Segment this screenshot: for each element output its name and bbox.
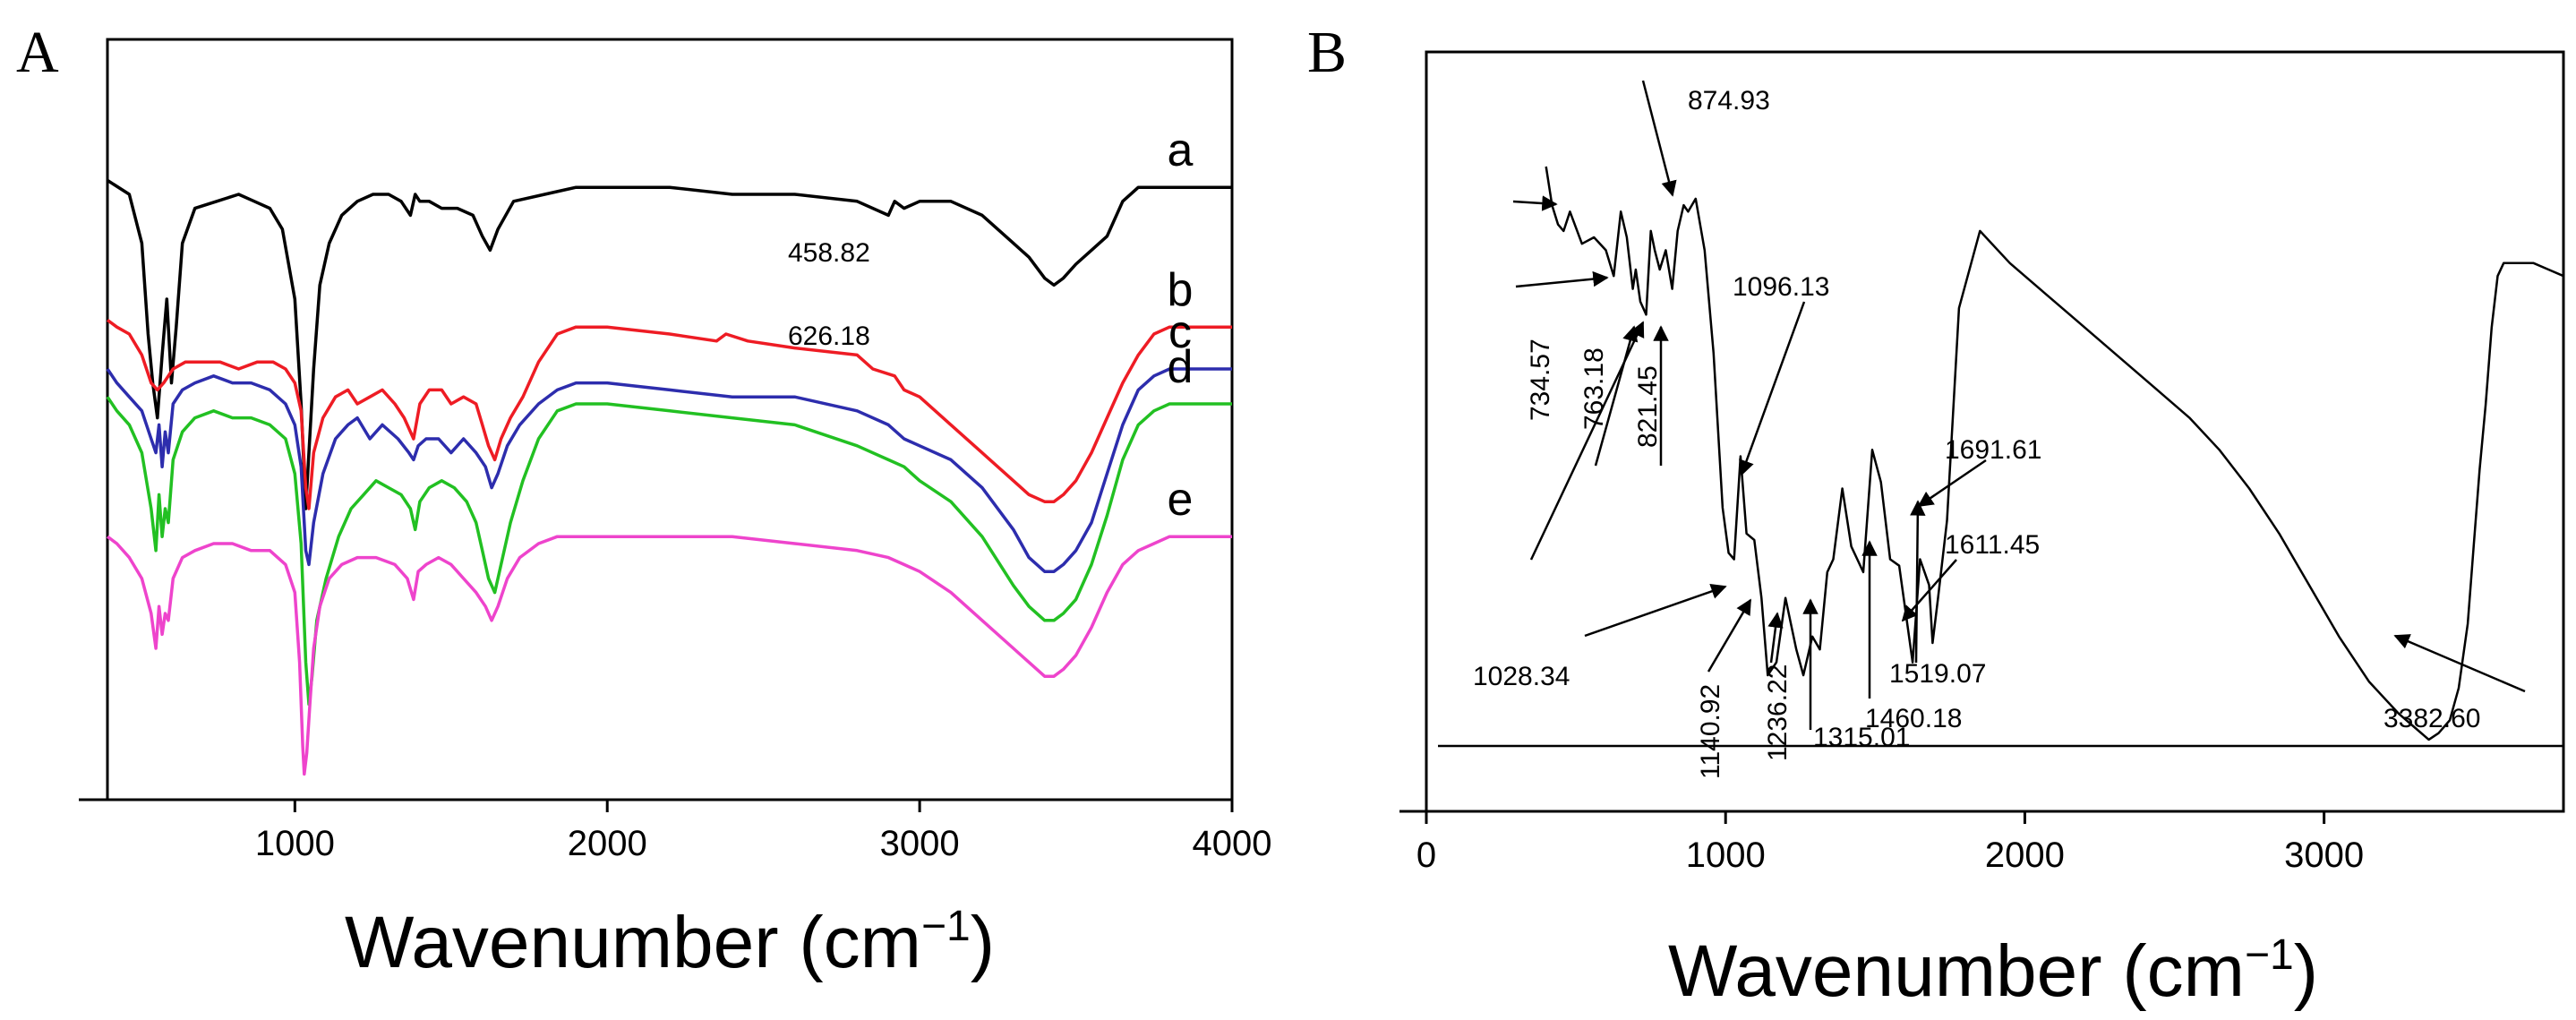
peak-label: 763.18 — [1579, 347, 1609, 430]
peak-arrow — [1584, 583, 1727, 638]
panel-b-xlabel-main: Wavenumber (cm — [1668, 930, 2245, 1012]
peak-label: 1460.18 — [1865, 704, 1962, 733]
panel-a-x-ticks: 1000 2000 3000 4000 — [255, 800, 1272, 863]
peak-arrow — [1707, 598, 1752, 673]
panel-b-x-ticks: 0 1000 2000 3000 — [1416, 811, 2364, 875]
peak-arrow — [1910, 500, 1926, 664]
panel-b-plot-frame — [1425, 50, 2565, 813]
peak-label: 1519.07 — [1889, 659, 1986, 689]
panel-a-series-e — [106, 535, 1232, 776]
panel-a-xlabel-close: ) — [971, 902, 995, 983]
panel-a: A 1000 2000 3000 4000 a bcd e Wavenumber (cm−… — [16, 20, 1271, 983]
peak-arrow — [1641, 80, 1677, 197]
peak-label: 1096.13 — [1733, 272, 1829, 302]
panel-b-x-tick-label: 1000 — [1686, 836, 1766, 875]
peak-label: 874.93 — [1688, 86, 1770, 116]
panel-a-x-tick-label: 3000 — [880, 824, 960, 863]
panel-a-xlabel-main: Wavenumber (cm — [345, 902, 921, 983]
panel-a-plot-frame — [106, 38, 1234, 801]
panel-a-x-tick-label: 2000 — [568, 824, 647, 863]
panel-b-series-group — [1545, 166, 2564, 741]
panel-b-label: B — [1307, 20, 1347, 85]
panel-a-series-group — [106, 178, 1232, 776]
panel-b-x-tick-label: 2000 — [1985, 836, 2065, 875]
panel-a-curve-label-e: e — [1168, 474, 1194, 526]
peak-label: 734.57 — [1526, 339, 1555, 421]
peak-label: 458.82 — [788, 238, 870, 268]
panel-a-series-b — [106, 318, 1232, 510]
panel-a-curve-label-d: d — [1168, 341, 1194, 393]
peak-label: 1611.45 — [1945, 530, 2040, 560]
peak-label: 1691.61 — [1945, 435, 2041, 465]
peak-arrow — [1901, 559, 1957, 622]
panel-a-series-c — [106, 367, 1232, 573]
panel-a-curve-labels: a bcd e — [1168, 124, 1194, 526]
peak-arrow — [2393, 634, 2526, 693]
panel-b-series-spectrum — [1545, 166, 2564, 741]
panel-a-curve-label-a: a — [1168, 124, 1194, 176]
peak-label: 3382.60 — [2383, 704, 2480, 733]
panel-a-label: A — [16, 20, 59, 85]
panel-a-xlabel-sup: −1 — [921, 903, 971, 950]
peak-arrow — [1917, 459, 1987, 508]
panel-b: B 0 1000 2000 3000 458.82 626.18 734.57 763.18… — [788, 20, 2565, 1012]
peak-arrow — [1767, 612, 1784, 664]
peak-label: 1315.01 — [1813, 723, 1910, 752]
panel-b-xlabel-sup: −1 — [2245, 931, 2294, 979]
panel-b-x-tick-label: 0 — [1416, 836, 1436, 875]
peak-label: 626.18 — [788, 321, 870, 351]
panel-a-x-tick-label: 1000 — [255, 824, 335, 863]
panel-b-xlabel-close: ) — [2294, 930, 2318, 1012]
panel-a-x-tick-label: 4000 — [1193, 824, 1272, 863]
panel-a-series-a — [107, 178, 1232, 510]
peak-arrow — [1512, 195, 1558, 211]
peak-label: 1236.22 — [1763, 664, 1793, 761]
panel-b-x-axis-title: Wavenumber (cm−1) — [1668, 930, 2318, 1012]
peak-arrow — [1515, 270, 1609, 288]
panel-a-x-axis-title: Wavenumber (cm−1) — [345, 902, 995, 983]
panel-b-x-tick-label: 3000 — [2284, 836, 2364, 875]
peak-label: 821.45 — [1633, 365, 1663, 448]
panel-b-peak-annotations: 458.82 626.18 734.57 763.18 821.45 874.93 1096… — [788, 80, 2526, 779]
peak-arrow — [1739, 301, 1806, 476]
peak-label: 1028.34 — [1473, 662, 1570, 691]
peak-arrow — [1594, 325, 1639, 467]
panel-a-series-d — [106, 396, 1232, 707]
panel-a-curve-label-c: c — [1168, 306, 1192, 358]
peak-label: 1140.92 — [1696, 684, 1725, 779]
panel-a-curve-label-b: b — [1168, 264, 1194, 316]
